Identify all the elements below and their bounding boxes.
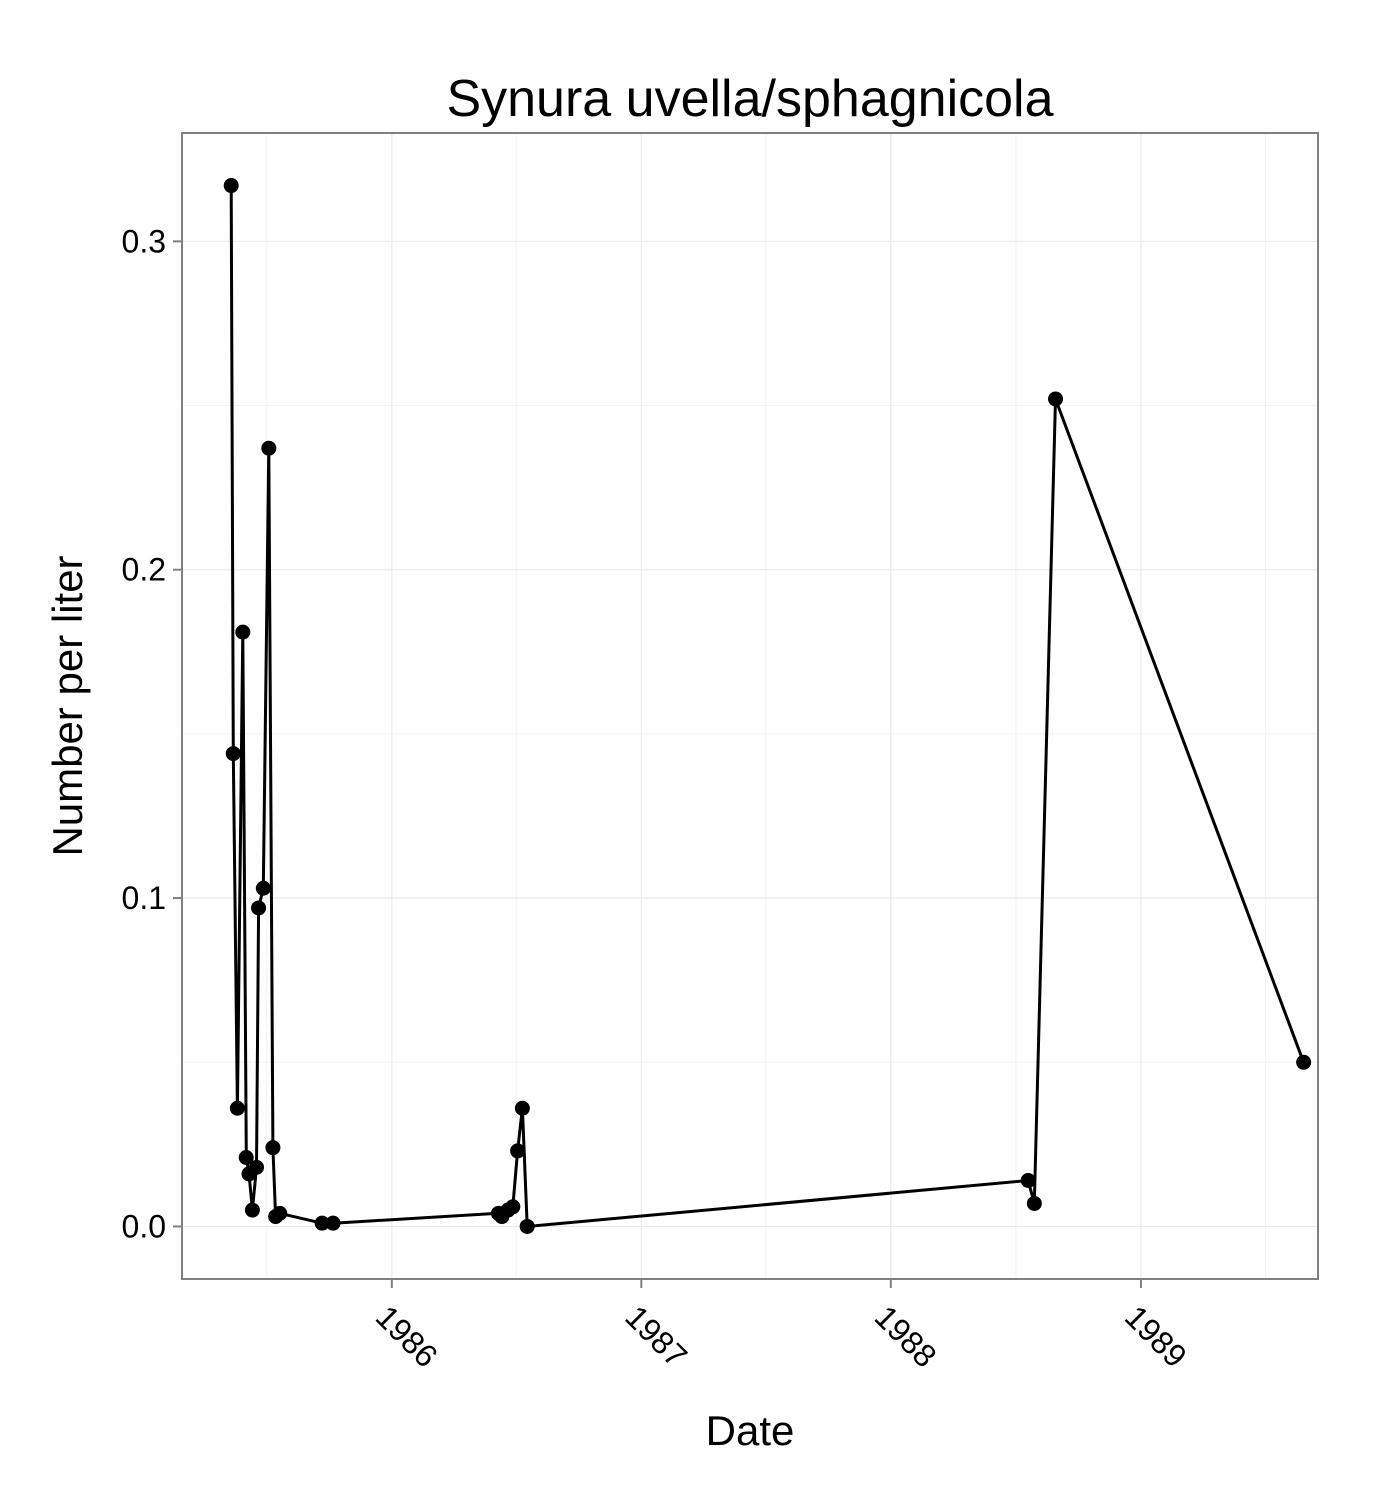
x-axis-title: Date	[706, 1407, 795, 1454]
data-point	[225, 746, 241, 762]
data-point	[510, 1143, 526, 1159]
plot-border	[181, 132, 1319, 1280]
data-point	[265, 1140, 281, 1156]
data-point	[514, 1100, 530, 1116]
data-point	[1296, 1054, 1312, 1070]
chart-title: Synura uvella/sphagnicola	[446, 70, 1053, 128]
data-point	[255, 880, 271, 896]
data-point	[244, 1202, 260, 1218]
data-point	[261, 440, 277, 456]
data-point	[249, 1159, 265, 1175]
y-tick-label: 0.1	[122, 880, 166, 916]
data-point	[238, 1150, 254, 1166]
data-point	[505, 1199, 521, 1215]
data-point	[235, 624, 251, 640]
data-point	[272, 1205, 288, 1221]
data-point	[223, 178, 239, 194]
data-point	[1020, 1172, 1036, 1188]
y-tick-label: 0.3	[122, 223, 166, 259]
plot-panel	[182, 133, 1318, 1279]
y-tick-label: 0.2	[122, 552, 166, 588]
grid-lines	[182, 133, 1318, 1279]
series-points	[223, 178, 1312, 1234]
y-tick-label: 0.0	[122, 1208, 166, 1244]
y-axis-title: Number per liter	[44, 555, 91, 856]
data-point	[325, 1215, 341, 1231]
data-point	[251, 900, 267, 916]
data-point	[1026, 1195, 1042, 1211]
data-point	[229, 1100, 245, 1116]
data-point	[519, 1218, 535, 1234]
data-point	[314, 1215, 330, 1231]
data-point	[1048, 391, 1064, 407]
